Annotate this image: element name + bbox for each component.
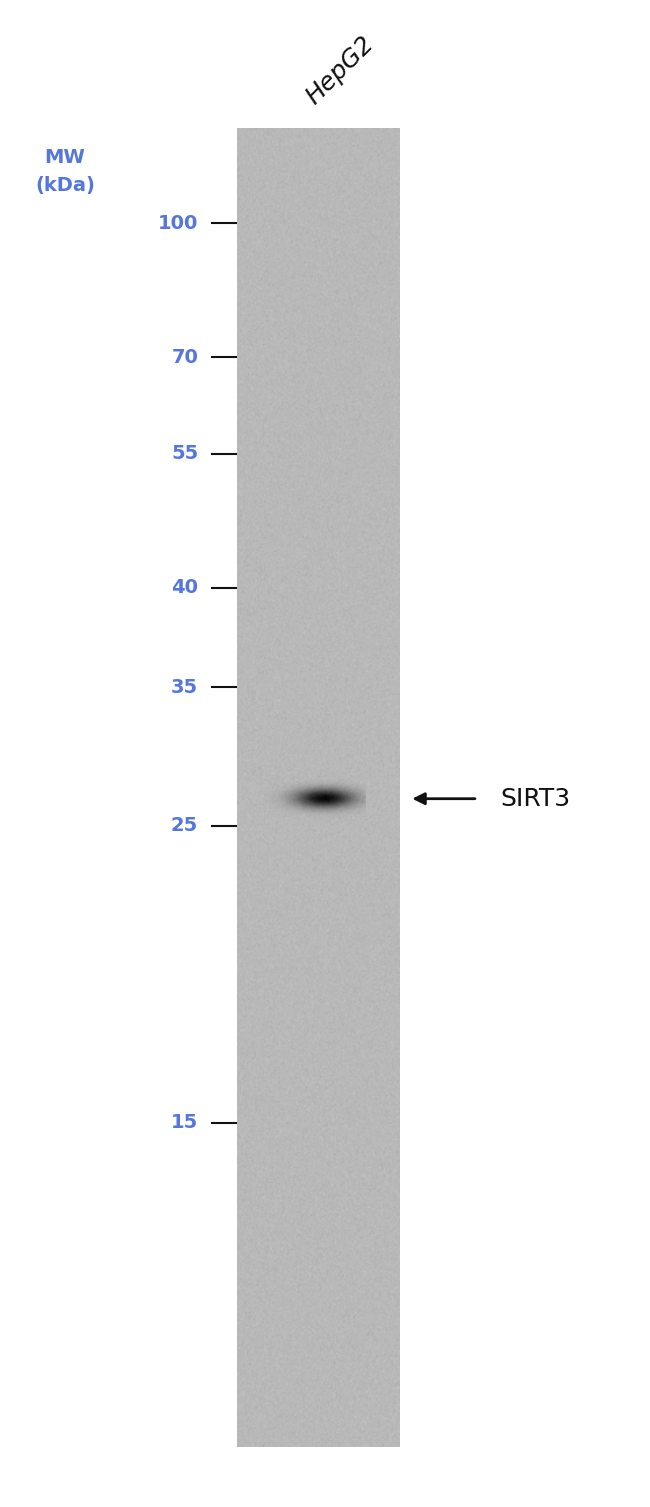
Text: (kDa): (kDa) — [35, 176, 95, 196]
Text: 70: 70 — [172, 348, 198, 366]
Text: 55: 55 — [171, 445, 198, 463]
Text: 25: 25 — [171, 817, 198, 835]
Text: SIRT3: SIRT3 — [500, 787, 571, 811]
Text: 40: 40 — [171, 579, 198, 597]
Text: 15: 15 — [171, 1114, 198, 1132]
Text: HepG2: HepG2 — [302, 32, 379, 109]
Text: 35: 35 — [171, 678, 198, 696]
Text: 100: 100 — [158, 214, 198, 232]
Text: MW: MW — [45, 148, 85, 167]
